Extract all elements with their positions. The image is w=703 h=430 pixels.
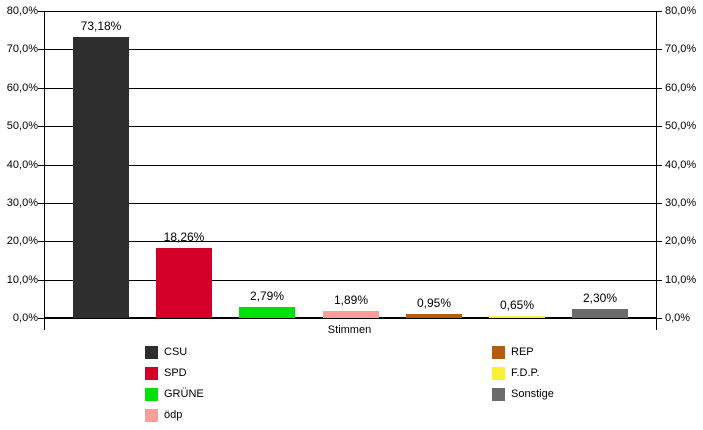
bar-csu [73,37,129,318]
y-axis-tick-right [656,126,662,127]
y-axis-tick-left [38,126,44,127]
y-axis-tick-label-left: 70,0% [6,43,38,55]
legend-swatch-sonstige [492,388,505,401]
legend-swatch-f-d-p- [492,367,505,380]
y-axis-tick-left [38,280,44,281]
legend-label-gr-ne: GRÜNE [164,388,204,400]
legend-label-f-d-p-: F.D.P. [511,367,540,379]
gridline [45,165,656,166]
plot-area: 73,18% 18,26% 2,79% 1,89% 0,95% 0,65% 2,30% [44,11,657,319]
y-axis-tick-right [656,318,662,319]
y-axis-tick-right [656,88,662,89]
bar-value-label-rep: 0,95% [416,296,452,310]
gridline [45,126,656,127]
bar-value-label-spd: 18,26% [163,230,205,244]
y-axis-tick-label-left: 50,0% [6,120,38,132]
legend-swatch-spd [145,367,158,380]
gridline [45,280,656,281]
x-axis-title: Stimmen [327,324,372,336]
legend-swatch--dp [145,409,158,422]
y-axis-tick-right [656,11,662,12]
y-axis-tick-left [38,49,44,50]
y-axis-tick-label-right: 70,0% [665,43,697,55]
y-axis-tick-label-left: 0,0% [12,312,38,324]
y-axis-tick-left [38,11,44,12]
y-axis-tick-label-left: 10,0% [6,274,38,286]
bar-value-label-gr-ne: 2,79% [249,289,285,303]
y-axis-tick-left [38,241,44,242]
y-axis-tick-label-right: 50,0% [665,120,697,132]
y-axis-tick-label-left: 60,0% [6,82,38,94]
gridline [45,203,656,204]
bar-value-label--dp: 1,89% [333,293,369,307]
legend-swatch-gr-ne [145,388,158,401]
y-axis-right-extension [656,318,657,330]
y-axis-tick-left [38,318,44,319]
y-axis-tick-left [38,165,44,166]
gridline [45,49,656,50]
y-axis-tick-right [656,165,662,166]
bar-value-label-f-d-p-: 0,65% [499,298,535,312]
bar-sonstige [572,309,628,318]
y-axis-tick-left [38,88,44,89]
y-axis-tick-label-left: 30,0% [6,197,38,209]
y-axis-tick-label-right: 80,0% [665,5,697,17]
y-axis-tick-label-right: 10,0% [665,274,697,286]
bar-spd [156,248,212,318]
y-axis-tick-left [38,203,44,204]
legend-label-rep: REP [511,346,534,358]
legend-label--dp: ödp [164,409,183,421]
y-axis-tick-right [656,241,662,242]
y-axis-tick-label-right: 40,0% [665,159,697,171]
y-axis-tick-label-left: 20,0% [6,235,38,247]
bar-gr-ne [239,307,295,318]
y-axis-tick-label-right: 60,0% [665,82,697,94]
legend-swatch-csu [145,346,158,359]
y-axis-tick-right [656,280,662,281]
y-axis-tick-label-right: 30,0% [665,197,697,209]
y-axis-tick-label-right: 0,0% [665,312,691,324]
y-axis-left-extension [44,318,45,330]
legend-label-spd: SPD [164,367,187,379]
gridline [45,241,656,242]
legend-label-csu: CSU [164,346,188,358]
y-axis-tick-right [656,203,662,204]
legend-swatch-rep [492,346,505,359]
x-axis-line [45,317,656,319]
bar-value-label-csu: 73,18% [80,19,122,33]
y-axis-tick-label-right: 20,0% [665,235,697,247]
bar-f-d-p- [489,316,545,318]
bar-value-label-sonstige: 2,30% [582,291,618,305]
bar-rep [406,314,462,318]
bar--dp [323,311,379,318]
y-axis-tick-label-left: 80,0% [6,5,38,17]
gridline [45,88,656,89]
gridline [45,11,656,12]
y-axis-tick-label-left: 40,0% [6,159,38,171]
legend-label-sonstige: Sonstige [511,388,554,400]
y-axis-tick-right [656,49,662,50]
